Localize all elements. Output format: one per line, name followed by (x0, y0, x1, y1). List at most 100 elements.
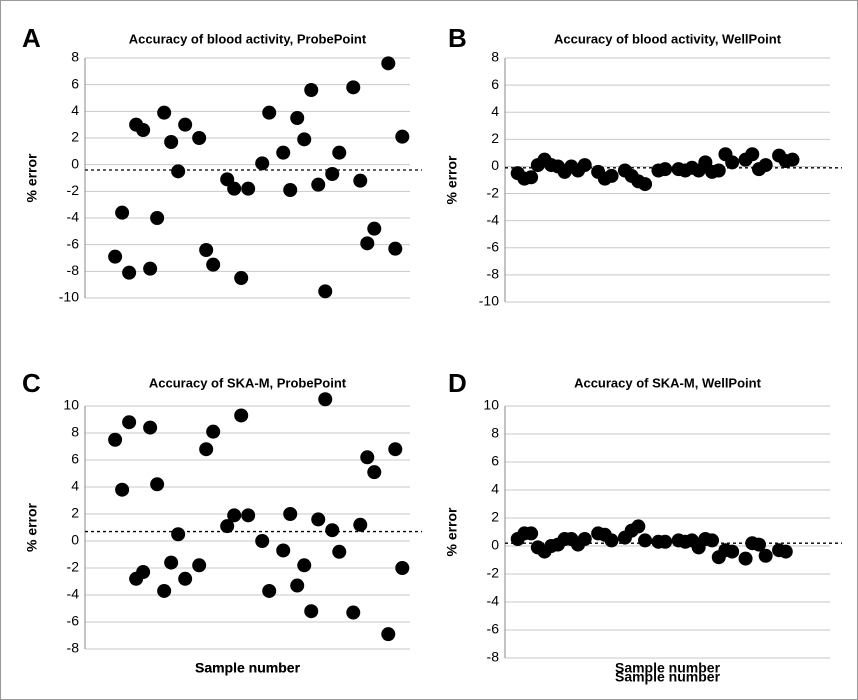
x-axis-label: Sample number (195, 660, 301, 676)
data-point (178, 571, 193, 586)
data-point (381, 56, 396, 71)
data-point (725, 544, 740, 559)
data-point (381, 627, 396, 642)
data-point (192, 558, 207, 573)
y-tick-label: -6 (67, 613, 80, 629)
y-tick-label: -10 (59, 289, 79, 305)
data-point (738, 551, 753, 566)
data-point (367, 221, 382, 236)
data-point (577, 158, 592, 173)
y-tick-label: -4 (67, 209, 80, 225)
data-point (388, 241, 403, 256)
chart-title: Accuracy of SKA-M, ProbePoint (149, 375, 347, 390)
data-point (150, 477, 165, 492)
data-point (705, 533, 720, 548)
y-tick-label: 2 (71, 129, 79, 145)
data-point (206, 424, 221, 439)
y-tick-label: 6 (71, 75, 79, 91)
data-point (353, 173, 368, 188)
data-point (108, 249, 123, 264)
y-tick-label: 8 (71, 424, 79, 440)
y-tick-label: 4 (491, 103, 499, 119)
y-tick-label: -4 (487, 211, 500, 227)
data-point (136, 123, 151, 137)
data-point (360, 236, 375, 251)
data-point (311, 512, 326, 527)
y-tick-label: 8 (71, 49, 79, 65)
data-point (318, 284, 333, 299)
data-point (631, 519, 646, 534)
data-point (143, 261, 158, 276)
y-tick-label: -2 (67, 182, 80, 198)
data-point (658, 534, 673, 549)
y-tick-label: -8 (487, 649, 500, 665)
data-point (171, 527, 186, 542)
data-point (367, 465, 382, 480)
data-point (332, 544, 347, 559)
data-point (604, 168, 619, 183)
data-point (604, 533, 619, 548)
y-axis-label: % error (24, 153, 40, 203)
y-axis-label: % error (444, 155, 460, 205)
x-axis-label: Sample number (615, 669, 721, 685)
data-point (325, 167, 340, 181)
y-tick-label: -6 (487, 238, 500, 254)
data-point (157, 105, 172, 120)
data-point (150, 211, 165, 225)
x-axis-label: Sample number (195, 660, 301, 676)
panel-label: A (22, 23, 41, 53)
data-point (164, 135, 179, 149)
data-point (122, 265, 137, 280)
data-point (745, 147, 760, 162)
data-point (178, 117, 193, 132)
data-point (395, 561, 410, 575)
data-point (234, 271, 249, 285)
y-tick-label: 6 (491, 453, 499, 469)
data-point (353, 517, 368, 532)
data-point (388, 442, 403, 457)
data-point (241, 508, 256, 523)
data-point (758, 158, 773, 173)
y-tick-label: 0 (491, 157, 499, 173)
y-tick-label: 8 (491, 425, 499, 441)
data-point (115, 205, 130, 220)
y-tick-label: 6 (491, 76, 499, 92)
y-axis-label: % error (24, 502, 40, 552)
data-point (318, 392, 333, 407)
y-tick-label: -10 (479, 293, 499, 309)
data-point (199, 243, 214, 257)
data-point (297, 132, 312, 147)
data-point (241, 181, 256, 196)
data-point (192, 131, 207, 145)
data-point (297, 558, 312, 573)
data-point (227, 508, 242, 523)
y-tick-label: 4 (71, 478, 79, 494)
data-point (332, 145, 347, 160)
data-point (524, 526, 539, 541)
data-point (395, 129, 410, 144)
data-point (290, 111, 305, 125)
y-tick-label: 6 (71, 451, 79, 467)
y-tick-label: 0 (71, 532, 79, 548)
data-point (638, 177, 653, 192)
y-tick-label: 0 (71, 155, 79, 171)
y-axis-label: % error (444, 507, 460, 557)
data-point (255, 156, 270, 171)
data-point (262, 583, 277, 598)
y-tick-label: 2 (491, 130, 499, 146)
data-point (276, 145, 291, 160)
y-tick-label: 4 (491, 481, 499, 497)
y-tick-label: -4 (487, 593, 500, 609)
data-point (304, 83, 319, 97)
y-tick-label: -8 (67, 640, 80, 656)
data-point (290, 578, 305, 593)
data-point (164, 555, 179, 570)
data-point (108, 432, 123, 447)
data-point (206, 257, 221, 272)
y-tick-label: 8 (491, 49, 499, 65)
y-tick-label: -2 (67, 559, 80, 575)
data-point (346, 80, 361, 95)
data-point (325, 523, 340, 538)
